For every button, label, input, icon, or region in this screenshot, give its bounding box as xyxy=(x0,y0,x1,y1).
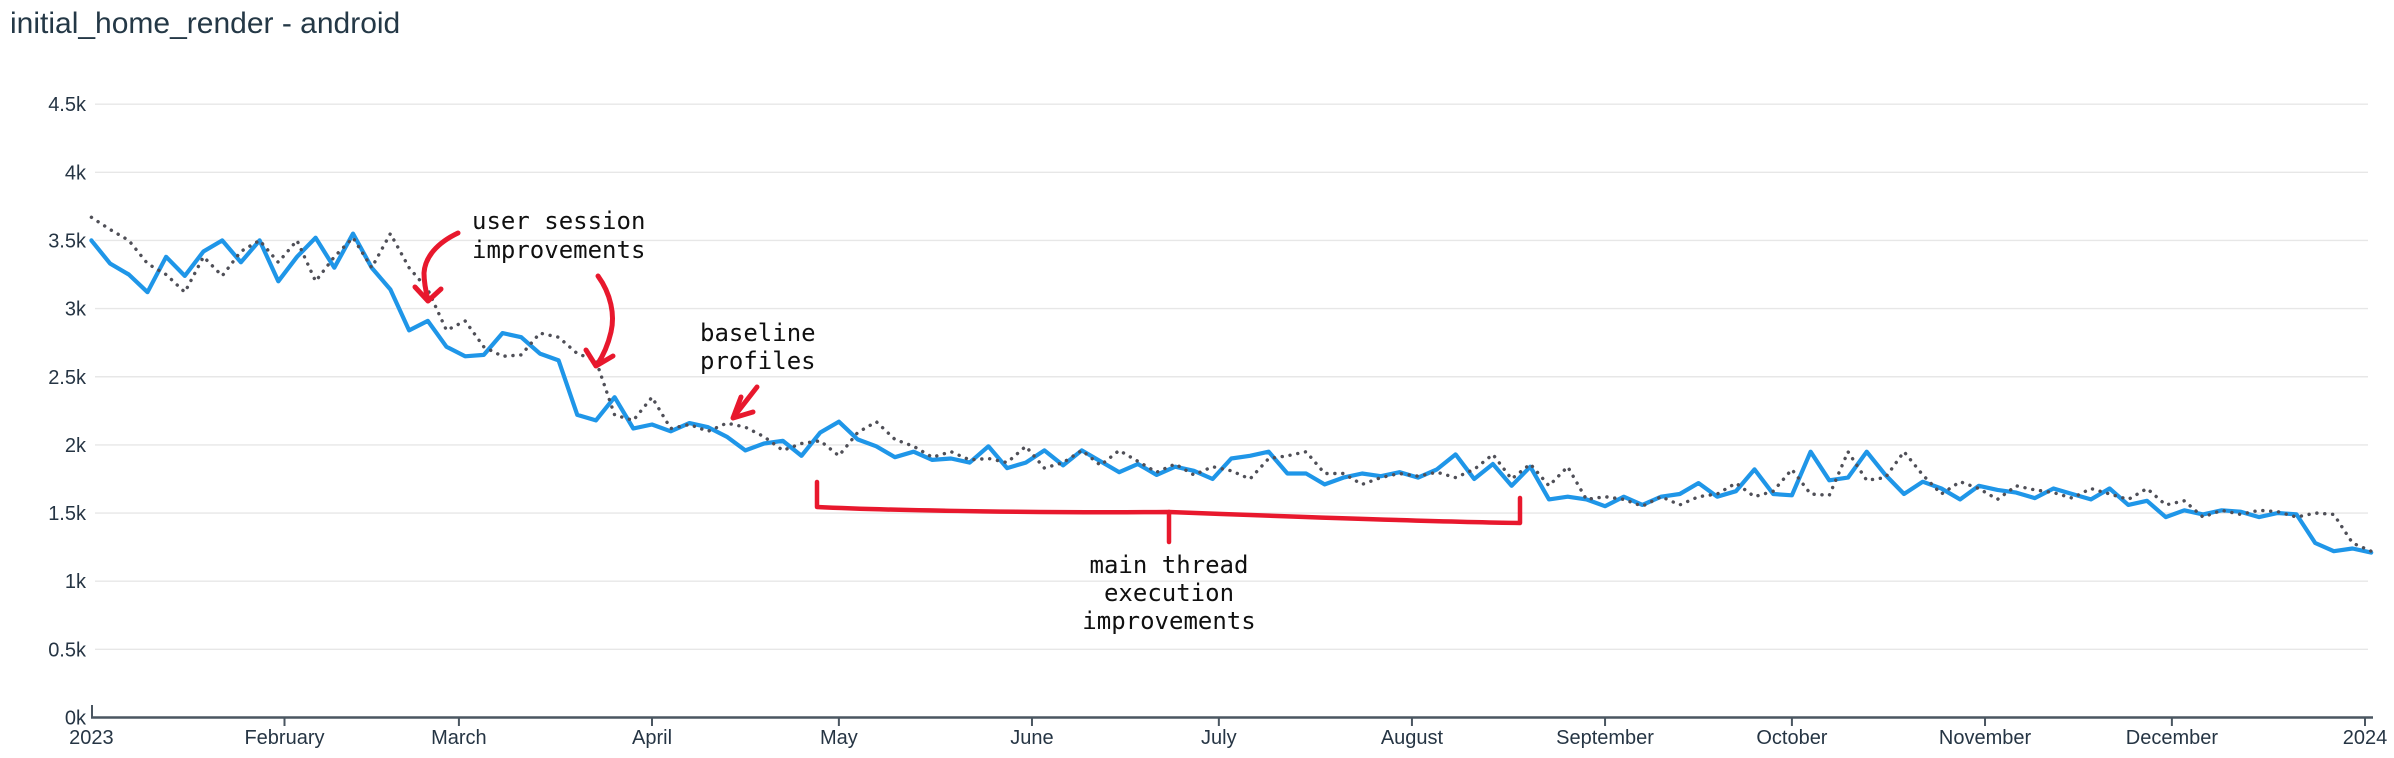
y-tick-label: 0.5k xyxy=(48,639,87,661)
x-tick-label: September xyxy=(1556,727,1654,749)
y-tick-label: 4.5k xyxy=(48,94,87,116)
annotation-label: user session xyxy=(472,207,645,235)
x-tick-label: July xyxy=(1201,727,1237,749)
annotation-stroke xyxy=(412,284,444,304)
annotation-label: improvements xyxy=(472,236,645,264)
annotation-stroke xyxy=(594,273,615,368)
chart-title: initial_home_render - android xyxy=(10,7,401,40)
annotation-label: execution xyxy=(1104,579,1234,607)
annotation-stroke xyxy=(730,394,756,421)
series-group-gray-dotted xyxy=(89,215,2373,553)
y-tick-label: 1k xyxy=(65,571,87,593)
x-tick-label: 2023 xyxy=(69,727,114,749)
y-tick-label: 3k xyxy=(65,299,87,321)
y-tick-label: 2.5k xyxy=(48,367,87,389)
annotation-label: profiles xyxy=(700,347,816,375)
series-blue-solid xyxy=(89,231,2374,555)
series-gray-dotted xyxy=(89,215,2373,553)
x-tick-label: 2024 xyxy=(2343,727,2388,749)
annotation-arrows-user-session xyxy=(412,230,616,369)
annotation-label: main thread xyxy=(1090,551,1249,579)
y-tick-label: 1.5k xyxy=(48,503,87,525)
annotation-label: improvements xyxy=(1082,607,1255,635)
x-tick-label: May xyxy=(820,727,858,749)
x-tick-label: March xyxy=(431,727,487,749)
x-tick-label: June xyxy=(1010,727,1053,749)
y-tick-label: 2k xyxy=(65,435,87,457)
annotation-stroke xyxy=(733,384,760,417)
series-group-blue-solid xyxy=(89,231,2374,555)
y-tick-label: 4k xyxy=(65,162,87,184)
x-tick-label: October xyxy=(1756,727,1827,749)
x-tick-label: December xyxy=(2126,727,2219,749)
annotation-stroke xyxy=(583,347,616,369)
annotation-stroke xyxy=(421,230,461,303)
x-tick-label: February xyxy=(244,727,324,749)
x-tick-label: April xyxy=(632,727,672,749)
annotation-label: baseline xyxy=(700,319,816,347)
x-tick-label: November xyxy=(1939,727,2032,749)
y-axis-labels: 0k 0.5k 1k 1.5k 2k 2.5k 3k 3.5k 4k 4.5k xyxy=(48,94,87,729)
annotation-bracket-main-thread xyxy=(814,479,1523,545)
x-axis: 2023 February March April May June July August S… xyxy=(69,705,2387,749)
annotation-arrow-baseline-profiles xyxy=(730,384,760,421)
y-tick-label: 0k xyxy=(65,708,87,730)
x-tick-label: August xyxy=(1381,727,1444,749)
y-tick-label: 3.5k xyxy=(48,230,87,252)
